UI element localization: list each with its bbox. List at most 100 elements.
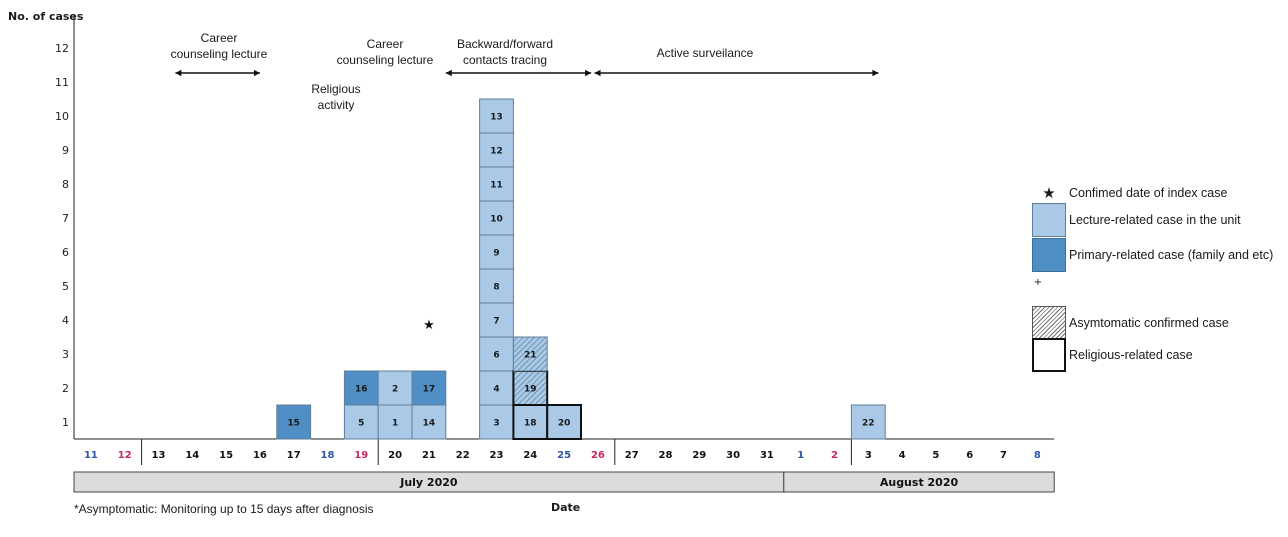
legend-item-index-case: ★ Confimed date of index case: [1032, 176, 1227, 210]
case-number: 11: [490, 181, 503, 191]
asymptomatic-swatch: [1032, 306, 1066, 340]
case-number: 12: [490, 147, 503, 157]
y-tick-label: 10: [55, 110, 69, 123]
religious-swatch: [1032, 338, 1066, 372]
case-box: [850, 404, 886, 440]
month-label: July 2020: [399, 476, 458, 489]
x-axis-title: Date: [551, 501, 581, 514]
case-number: 16: [355, 385, 368, 395]
arrowhead-right-icon: [585, 69, 592, 77]
y-tick-label: 9: [62, 144, 69, 157]
case-number: 19: [524, 385, 537, 395]
case-number: 20: [558, 419, 571, 429]
case-number: 6: [493, 351, 499, 361]
date-tick-label: 3: [865, 450, 872, 461]
case-box: [411, 370, 447, 406]
date-tick-label: 7: [1000, 450, 1007, 461]
date-tick-label: 24: [523, 450, 537, 461]
primary-swatch: [1032, 238, 1066, 272]
annotation-text: Active surveilance: [657, 46, 754, 60]
date-tick-label: 6: [966, 450, 973, 461]
case-box: [377, 370, 413, 406]
case-box: [479, 200, 514, 236]
date-tick-label: 12: [118, 450, 132, 461]
date-tick-label: 21: [422, 450, 436, 461]
arrowhead-right-icon: [872, 69, 879, 77]
y-axis-title: No. of cases: [8, 10, 84, 23]
case-number: 2: [392, 385, 398, 395]
case-number: 1: [392, 419, 398, 429]
date-tick-label: 25: [557, 450, 571, 461]
month-label: August 2020: [880, 476, 959, 489]
index-case-star-icon: ★: [423, 318, 435, 333]
date-tick-label: 17: [287, 450, 301, 461]
date-tick-label: 27: [625, 450, 639, 461]
annotation-text: Career: [367, 37, 404, 51]
case-box: [479, 336, 514, 372]
case-number: 7: [493, 317, 499, 327]
date-tick-label: 19: [354, 450, 368, 461]
date-tick-label: 5: [932, 450, 939, 461]
date-tick-label: 30: [726, 450, 740, 461]
case-box: [479, 166, 514, 202]
annotation-text: contacts tracing: [463, 53, 547, 67]
date-tick-label: 4: [899, 450, 906, 461]
case-number: 8: [493, 283, 499, 293]
case-number: 9: [493, 249, 499, 259]
y-tick-label: 7: [62, 212, 69, 225]
annotation-text: activity: [318, 98, 355, 112]
y-tick-label: 3: [62, 348, 69, 361]
annotation-text: Career: [201, 31, 238, 45]
arrowhead-right-icon: [253, 69, 260, 77]
case-number: 14: [423, 419, 436, 429]
y-tick-label: 4: [62, 314, 69, 327]
y-tick-label: 6: [62, 246, 69, 259]
legend-label-primary: Primary-related case (family and etc): [1069, 248, 1274, 262]
date-tick-label: 11: [84, 450, 98, 461]
legend-item-primary: Primary-related case (family and etc): [1032, 238, 1273, 272]
arrowhead-left-icon: [594, 69, 601, 77]
date-tick-label: 31: [760, 450, 774, 461]
y-tick-label: 2: [62, 382, 69, 395]
y-tick-label: 1: [62, 416, 69, 429]
case-box: [479, 370, 514, 406]
case-box: [546, 404, 583, 440]
case-number: 17: [423, 385, 436, 395]
annotation-text: Religious: [311, 82, 360, 96]
legend-item-lecture: Lecture-related case in the unit: [1032, 203, 1241, 237]
case-number: 18: [524, 419, 537, 429]
y-tick-label: 11: [55, 76, 69, 89]
case-box: [479, 234, 514, 270]
case-box: [512, 404, 549, 440]
legend-label-asymptomatic: Asymtomatic confirmed case: [1069, 316, 1229, 330]
lecture-swatch: [1032, 203, 1066, 237]
annotation-text: counseling lecture: [171, 47, 268, 61]
date-tick-label: 18: [321, 450, 335, 461]
case-number: 22: [862, 419, 875, 429]
case-box: [479, 98, 514, 134]
date-tick-label: 29: [692, 450, 706, 461]
plus-icon: +: [1033, 276, 1043, 288]
date-tick-label: 20: [388, 450, 402, 461]
annotation-text: counseling lecture: [337, 53, 434, 67]
date-tick-label: 14: [185, 450, 199, 461]
y-tick-label: 12: [55, 42, 69, 55]
arrowhead-left-icon: [175, 69, 182, 77]
annotation-text: Backward/forward: [457, 37, 553, 51]
y-tick-label: 8: [62, 178, 69, 191]
case-box: [276, 404, 312, 440]
y-tick-label: 5: [62, 280, 69, 293]
date-tick-label: 1: [797, 450, 804, 461]
date-tick-label: 13: [152, 450, 166, 461]
footnote: *Asymptomatic: Monitoring up to 15 days …: [74, 502, 374, 516]
star-icon: ★: [1042, 184, 1056, 202]
case-number: 3: [493, 419, 499, 429]
case-number: 13: [490, 113, 503, 123]
date-tick-label: 28: [659, 450, 673, 461]
case-number: 15: [287, 419, 300, 429]
arrowhead-left-icon: [445, 69, 452, 77]
case-number: 4: [493, 385, 499, 395]
legend-label-lecture: Lecture-related case in the unit: [1069, 213, 1241, 227]
